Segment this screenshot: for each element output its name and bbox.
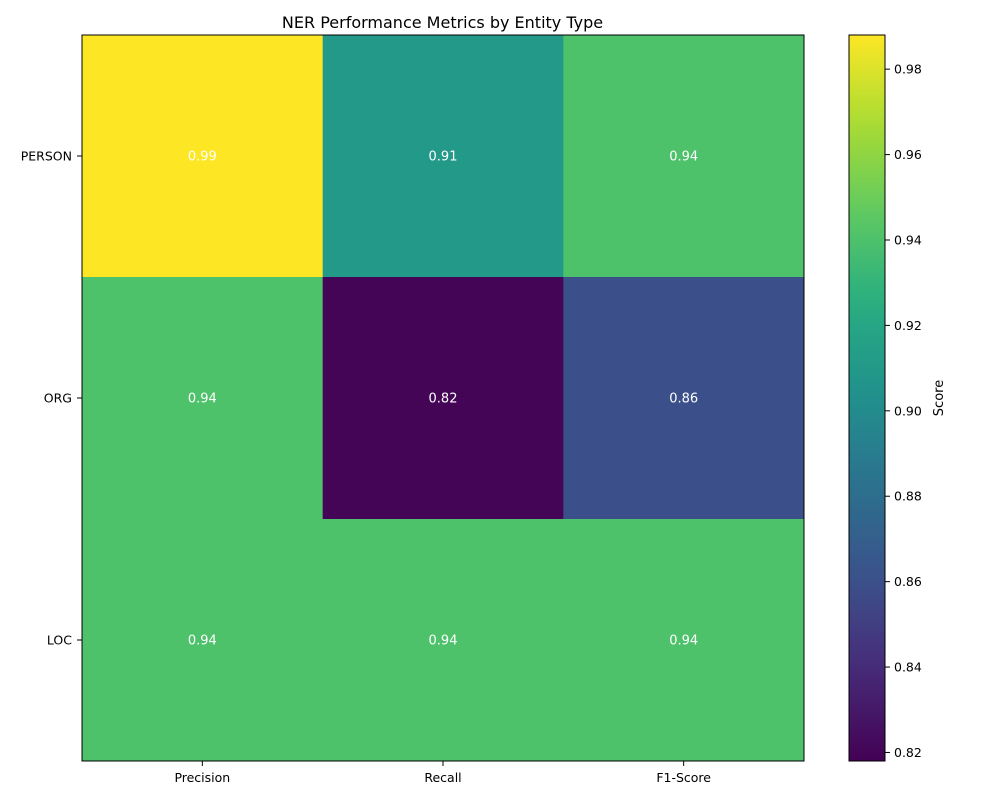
cell-value-label: 0.82	[429, 392, 458, 407]
colorbar-gradient	[849, 35, 885, 761]
heatmap-cell	[82, 35, 324, 278]
y-tick-label: LOC	[47, 633, 72, 648]
heatmap-cell	[322, 519, 564, 762]
chart-title: NER Performance Metrics by Entity Type	[282, 13, 603, 32]
colorbar: 0.82 0.84 0.86 0.88 0.90 0.92 0.94 0.96 0.98	[848, 34, 922, 762]
y-axis: PERSON ORG LOC	[21, 149, 82, 648]
heatmap-cell	[82, 277, 324, 520]
heatmap-cell	[322, 35, 564, 278]
colorbar-tick-label: 0.98	[894, 62, 922, 77]
cell-value-label: 0.91	[429, 150, 458, 165]
heatmap-cells: 0.99 0.91 0.94 0.94 0.82 0.86 0.94 0.94 0.94	[82, 35, 805, 762]
cell-value-label: 0.94	[188, 634, 217, 649]
colorbar-label: Score	[932, 380, 947, 416]
y-tick-label: PERSON	[21, 149, 72, 164]
colorbar-tick-label: 0.86	[894, 574, 922, 589]
colorbar-tick-label: 0.82	[894, 745, 922, 760]
colorbar-tick-label: 0.94	[894, 232, 922, 247]
heatmap-cell	[563, 519, 805, 762]
cell-value-label: 0.99	[188, 150, 217, 165]
cell-value-label: 0.94	[669, 150, 698, 165]
colorbar-tick-label: 0.88	[894, 489, 922, 504]
cell-value-label: 0.94	[669, 634, 698, 649]
heatmap-cell	[563, 35, 805, 278]
heatmap-cell	[322, 277, 564, 520]
x-axis: Precision Recall F1-Score	[174, 761, 711, 785]
x-tick-label: F1-Score	[656, 770, 711, 785]
colorbar-tick-label: 0.90	[894, 403, 922, 418]
cell-value-label: 0.94	[188, 392, 217, 407]
cell-value-label: 0.94	[429, 634, 458, 649]
y-tick-label: ORG	[44, 391, 72, 406]
cell-value-label: 0.86	[669, 392, 698, 407]
colorbar-frame	[848, 34, 886, 762]
heatmap-cell	[563, 277, 805, 520]
x-tick-label: Recall	[424, 770, 461, 785]
colorbar-tick-label: 0.96	[894, 147, 922, 162]
heatmap-cell	[82, 519, 324, 762]
x-tick-label: Precision	[174, 770, 230, 785]
colorbar-tick-label: 0.84	[894, 660, 922, 675]
colorbar-tick-label: 0.92	[894, 318, 922, 333]
